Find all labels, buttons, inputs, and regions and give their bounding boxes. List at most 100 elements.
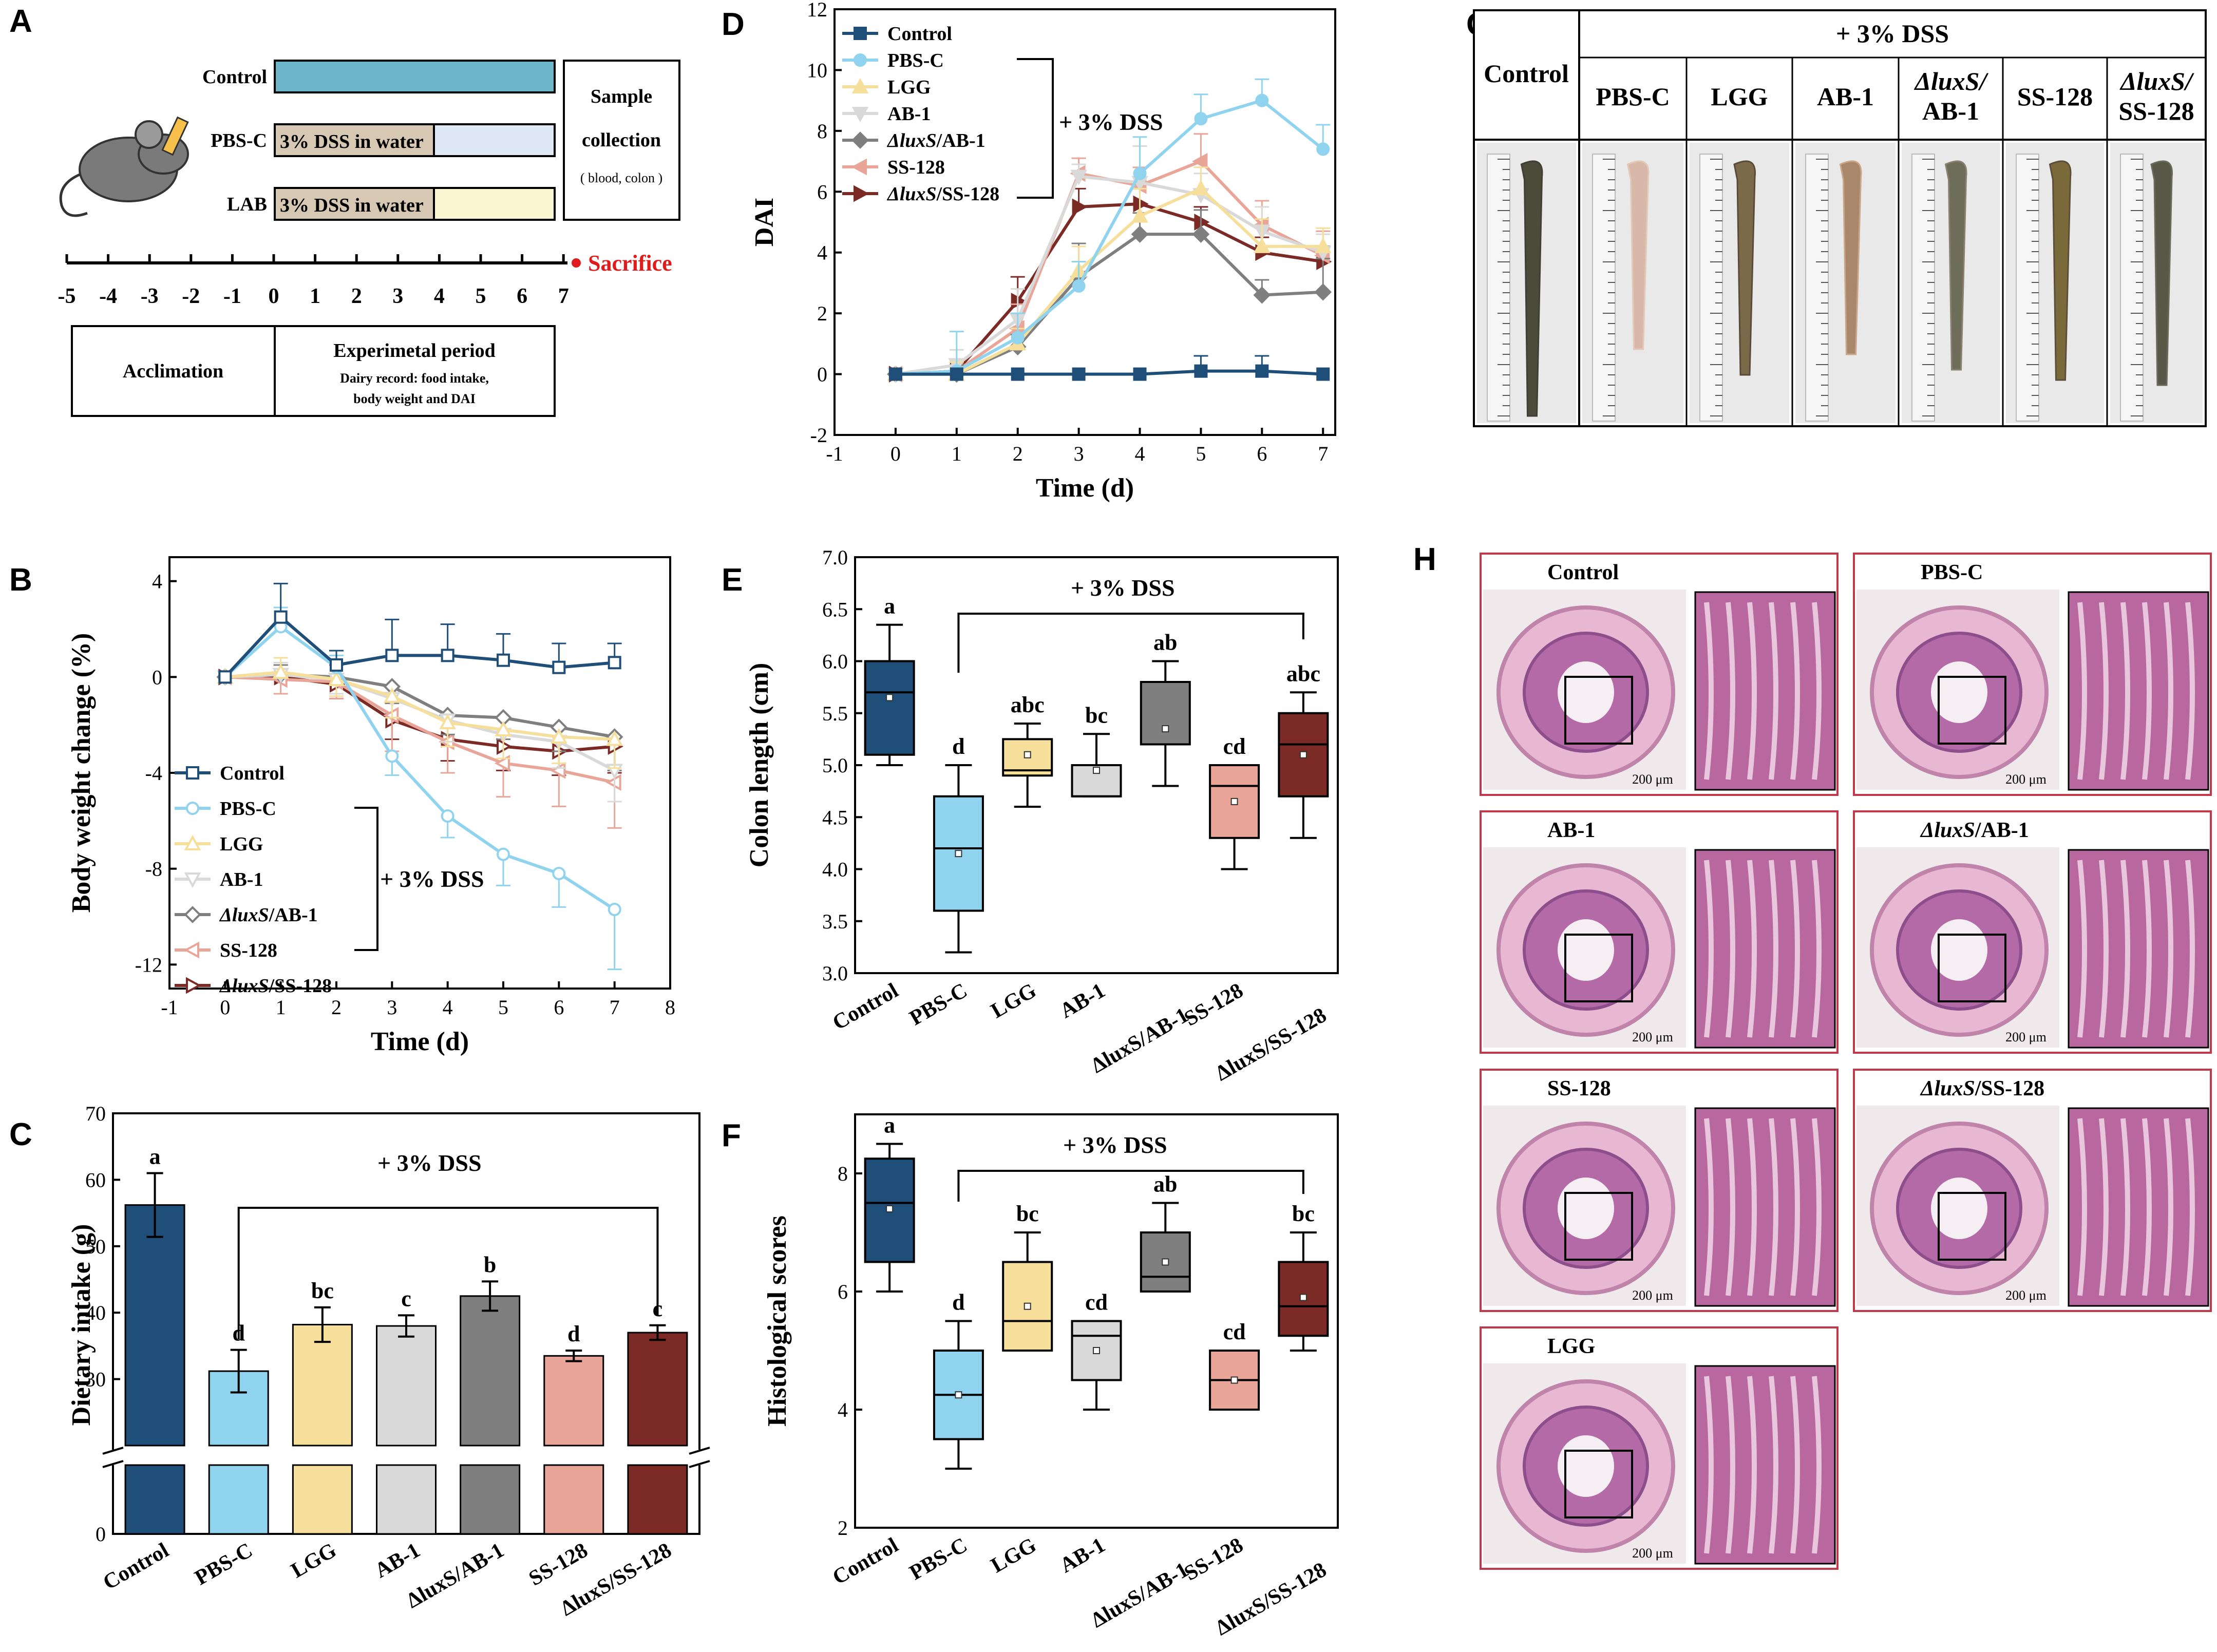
series-control [888, 355, 1330, 381]
x-tick-label: 0 [220, 996, 230, 1019]
colon-specimen [1839, 160, 1862, 355]
crypt-stripe [2142, 860, 2152, 1038]
box-5: cd [1209, 734, 1260, 870]
panel-letter: C [9, 1117, 32, 1152]
histology-section: 200 μm PBS-C [1853, 553, 2212, 796]
series-line [895, 99, 1324, 376]
category-label: LGG [287, 1539, 340, 1583]
g-colon-photos [1477, 143, 2203, 423]
series-point [1194, 112, 1208, 126]
dss-label: + 3% DSS [380, 866, 484, 892]
significance-letter: ab [1153, 630, 1177, 655]
timeline-days: -5 -4 -3 -2 -1 0 1 2 3 4 5 6 7 [58, 254, 569, 308]
dss-bracket [1017, 58, 1054, 199]
crypt-stripe [1812, 860, 1822, 1038]
x-tick-label: 6 [1257, 442, 1267, 465]
ruler [1699, 154, 1723, 422]
y-tick-label: 12 [807, 0, 827, 21]
timeline-day-label: -4 [99, 284, 117, 308]
bar-lower [543, 1464, 604, 1535]
crypt-stripe [2099, 1118, 2109, 1296]
group-lab-label: LAB [227, 194, 267, 215]
g-column-header: PBS-C [1596, 82, 1670, 111]
series-point [1072, 367, 1086, 381]
mean-marker [1093, 767, 1100, 774]
crypt-stripe [2077, 602, 2087, 780]
mean-marker [1162, 725, 1169, 733]
series-lgg [216, 657, 623, 769]
category-label: SS-128 [1180, 979, 1247, 1031]
y-tick-label: 50 [85, 1235, 106, 1258]
timeline-day-label: -5 [58, 284, 76, 308]
box-3: bc [1071, 702, 1122, 797]
x-tick-label: 5 [1196, 442, 1206, 465]
histology-section: 200 μm ΔluxS/AB-1 [1853, 810, 2212, 1054]
x-tick-label: 8 [665, 996, 675, 1019]
series-ss128 [886, 133, 1331, 383]
series-point [439, 713, 457, 729]
significance-letter: cd [1223, 734, 1246, 759]
scale-label: 200 μm [2005, 772, 2047, 787]
series-point [1316, 367, 1330, 381]
box-6: abc [1278, 661, 1329, 839]
y-tick-label: 60 [85, 1168, 106, 1191]
experimental-label: Experimetal period [333, 340, 496, 362]
mean-marker [1230, 1376, 1238, 1384]
y-tick-label: 0 [96, 1523, 106, 1546]
dss-bracket [957, 1170, 1304, 1202]
panel-letter: E [722, 562, 743, 598]
legend-label: SS-128 [220, 940, 277, 961]
axis-break-mark [102, 1447, 124, 1455]
series-point [495, 720, 512, 736]
series-point [550, 728, 567, 744]
chart-b-body-weight: B -1 0 1 2 3 4 5 6 7 8 4 0 -4 -8 -12 Time (d) Body weight… [9, 556, 675, 1056]
series-point [1011, 367, 1025, 381]
legend-label: PBS-C [887, 50, 944, 71]
mean-marker [1024, 1302, 1031, 1310]
dss-label: + 3% DSS [377, 1150, 482, 1176]
g-control-header: Control [1484, 59, 1569, 88]
series-point [186, 766, 199, 780]
y-tick-label: 5.0 [822, 754, 848, 777]
histology-section: 200 μm LGG [1480, 1326, 1839, 1570]
zoom-image [1694, 1107, 1836, 1307]
panel-letter: B [9, 562, 32, 598]
colon-specimen [2150, 160, 2173, 386]
legend-label: LGG [220, 833, 263, 855]
series-line [225, 675, 615, 784]
box-1: d [933, 1290, 984, 1470]
series-point [497, 653, 510, 667]
dss-label: + 3% DSS [1063, 1132, 1167, 1158]
series-point [441, 649, 454, 662]
bar-lower [124, 1464, 185, 1535]
section-title: Control [1547, 561, 1619, 584]
section-title: AB-1 [1547, 819, 1595, 842]
timeline-day-label: 2 [351, 284, 362, 308]
crypt-stripe [1769, 860, 1778, 1038]
y-axis-label: Colon length (cm) [745, 663, 774, 868]
category-label-prefix: ΔluxS/SS-128 [1211, 1003, 1331, 1086]
zoom-box [1938, 1192, 2006, 1261]
bar-lower [627, 1464, 688, 1535]
bar-lower [460, 1464, 521, 1535]
series-point [1133, 166, 1147, 180]
crypt-stripe [2185, 860, 2195, 1038]
y-tick-label: 6 [817, 180, 827, 203]
zoom-box [1564, 1450, 1633, 1518]
category-label-prefix: ΔluxS/AB-1 [1087, 1003, 1192, 1078]
legend: Control PBS-C LGG AB-1 ΔluxS/AB-1 SS-128 ΔluxS… [842, 23, 999, 205]
sample-line1: Sample [591, 86, 652, 107]
crypt-stripe [1726, 860, 1735, 1038]
zoom-image [1694, 849, 1836, 1049]
timeline-day-label: 5 [476, 284, 486, 308]
bar [124, 1204, 185, 1447]
y-tick-label: -4 [145, 762, 162, 785]
crypt-stripe [1726, 1118, 1735, 1296]
x-tick-label: 4 [1135, 442, 1145, 465]
zoom-image [1694, 591, 1836, 791]
histology-section: 200 μm ΔluxS/SS-128 [1853, 1069, 2212, 1312]
axis-break [108, 1450, 705, 1465]
category-label: SS-128 [1180, 1533, 1247, 1586]
axis-break-mark [102, 1460, 124, 1468]
bar [543, 1355, 604, 1447]
